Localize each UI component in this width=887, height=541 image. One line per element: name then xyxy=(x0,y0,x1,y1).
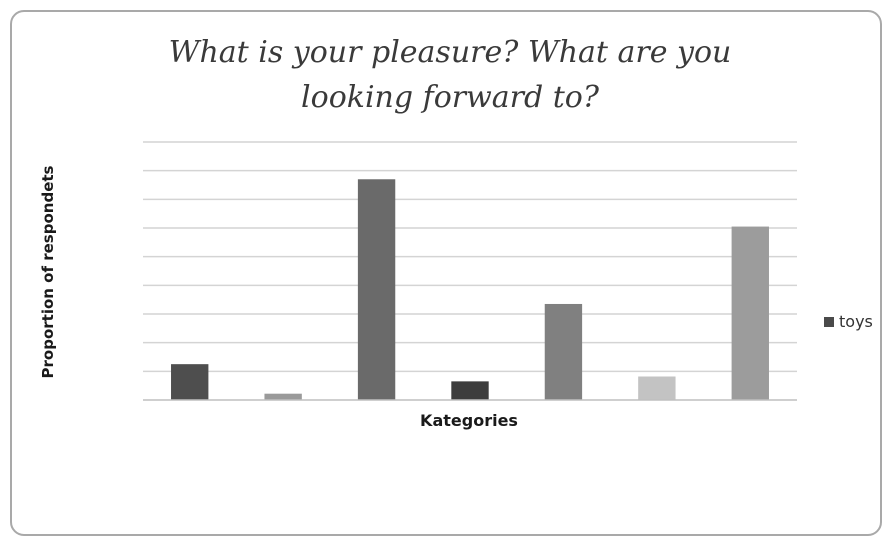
bar-4 xyxy=(451,381,489,400)
bar-3 xyxy=(357,179,396,400)
bar-5 xyxy=(544,303,583,400)
bar-7 xyxy=(731,226,769,400)
bars xyxy=(171,179,769,400)
bar-6 xyxy=(638,376,676,400)
chart-title: What is your pleasure? What are you look… xyxy=(168,35,732,115)
bar-2 xyxy=(264,393,302,400)
gridlines xyxy=(143,141,797,373)
bar-1 xyxy=(171,364,209,400)
legend-swatch-toys xyxy=(824,316,834,327)
legend-label-toys: toys xyxy=(839,312,873,331)
legend: toys xyxy=(824,312,873,331)
x-axis-label: Kategories xyxy=(420,411,518,430)
